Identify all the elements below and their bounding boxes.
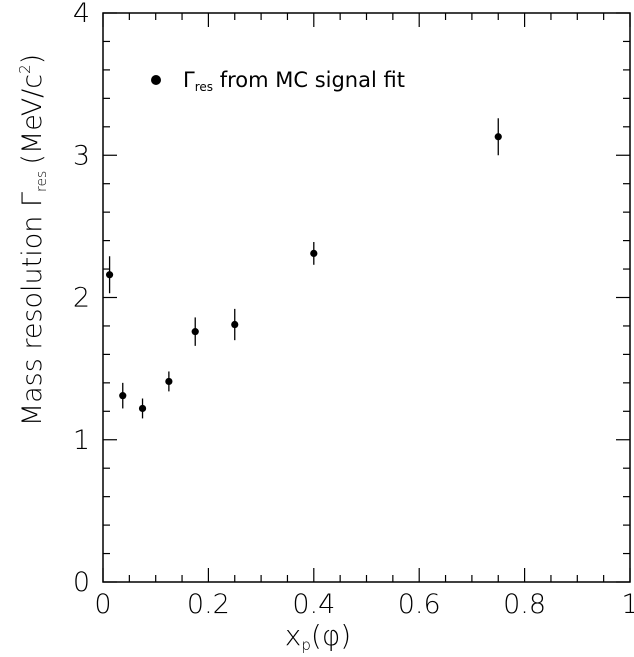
x-tick-label: 0.6 xyxy=(398,589,441,620)
x-tick-label: 1 xyxy=(621,589,634,620)
data-point xyxy=(138,404,147,413)
y-tick-label: 0 xyxy=(73,567,90,598)
data-point xyxy=(231,320,239,329)
x-axis-title-paren: (φ) xyxy=(311,619,351,652)
axis-ticks xyxy=(102,12,631,583)
y-axis-title-sup: 2 xyxy=(16,64,34,74)
plot-frame xyxy=(102,12,631,583)
x-tick-label: 0.2 xyxy=(187,589,230,620)
x-axis-title-main: x xyxy=(285,619,302,652)
data-point xyxy=(119,392,127,400)
y-tick-label: 2 xyxy=(73,283,90,314)
x-tick-label: 0 xyxy=(94,589,111,620)
legend: Γres from MC signal fit xyxy=(151,68,405,94)
legend-sub: res xyxy=(195,80,213,94)
y-tick-label: 1 xyxy=(73,425,90,456)
y-axis-title: Mass resolution Γres (MeV/c2) xyxy=(16,54,50,426)
legend-marker xyxy=(151,75,161,85)
y-axis-title-unit: (MeV/c xyxy=(17,74,48,165)
data-point xyxy=(494,133,502,141)
y-tick-label: 3 xyxy=(73,140,90,171)
data-point xyxy=(105,271,114,279)
x-axis-title-sub: p xyxy=(301,636,311,654)
axis-tick-labels: 0 0.2 0.4 0.6 0.8 1 0 1 2 3 4 xyxy=(73,0,634,620)
y-axis-title-main: Mass resolution Γ xyxy=(17,192,48,426)
data-point xyxy=(191,328,199,336)
x-axis-title: xp(φ) xyxy=(285,619,351,654)
x-tick-label: 0.8 xyxy=(503,589,546,620)
legend-label: Γres from MC signal fit xyxy=(183,68,405,94)
data-points xyxy=(105,118,502,419)
y-axis-title-sub: res xyxy=(34,171,50,192)
data-point xyxy=(165,377,173,386)
x-tick-label: 0.4 xyxy=(292,589,335,620)
data-point xyxy=(310,249,318,258)
y-axis-title-close: ) xyxy=(17,54,48,65)
legend-main: Γ xyxy=(183,68,195,92)
y-tick-label: 4 xyxy=(73,0,90,29)
legend-rest: from MC signal fit xyxy=(213,68,405,92)
